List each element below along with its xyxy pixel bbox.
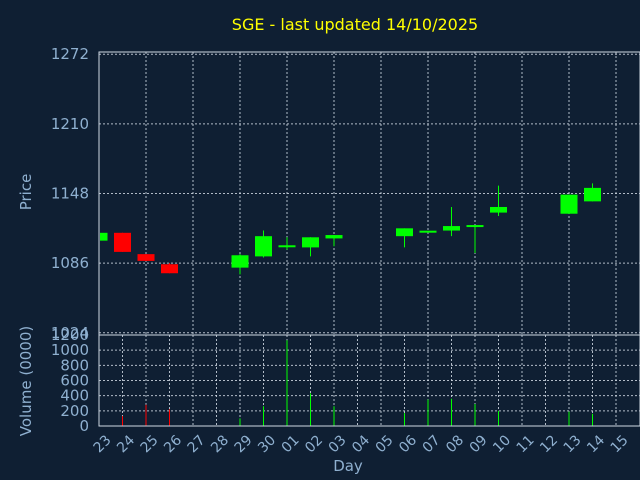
x-tick-label: 27 [185,432,209,456]
candle-body [325,235,343,239]
x-tick-label: 11 [514,432,538,456]
x-tick-label: 23 [91,432,115,456]
candle-body [161,264,178,274]
x-tick-label: 26 [161,432,185,456]
x-tick-label: 28 [208,432,232,456]
candle-body [114,232,131,252]
chart-title: SGE - last updated 14/10/2025 [232,15,478,34]
candle-body [466,225,484,228]
price-tick-label: 1086 [51,254,89,272]
candle-body [560,194,578,214]
price-tick-label: 1272 [51,45,89,63]
x-tick-label: 30 [255,432,279,456]
x-tick-label: 15 [608,432,632,456]
x-tick-label: 25 [138,432,162,456]
x-tick-label: 13 [561,432,585,456]
price-tick-label: 1148 [51,185,89,203]
candle-body [231,255,249,268]
x-tick-label: 29 [232,432,256,456]
candle-body [584,187,601,202]
candle-body [396,228,413,237]
candle-body [302,237,319,248]
x-tick-label: 05 [373,432,397,456]
volume-bars [122,340,593,426]
x-tick-label: 07 [420,432,444,456]
candle-body [100,232,108,241]
price-tick-label: 1024 [51,324,89,342]
volume-tick-label: 200 [60,402,89,420]
candle-body [255,236,272,257]
x-tick-label: 12 [537,432,561,456]
candle-body [443,226,460,231]
candle-body [278,245,296,248]
candle-body [137,254,155,261]
x-tick-label: 01 [279,432,303,456]
x-tick-label: 09 [467,432,491,456]
candle-body [419,230,437,233]
volume-tick-label: 600 [60,372,89,390]
x-tick-label: 03 [326,432,350,456]
volume-panel-frame [98,334,640,427]
volume-gridlines [99,335,640,426]
x-tick-label: 04 [349,432,373,456]
x-tick-label: 02 [302,432,326,456]
candles [98,183,601,275]
price-gridlines [99,52,640,335]
price-tick-label: 1210 [51,115,89,133]
volume-tick-label: 800 [60,356,89,374]
x-tick-label: 06 [396,432,420,456]
candle-body [490,206,507,213]
x-tick-label: 24 [114,432,138,456]
price-axis-label: Price [17,174,35,211]
volume-tick-label: 400 [60,387,89,405]
x-tick-label: 08 [443,432,467,456]
volume-tick-label: 1000 [51,341,89,359]
x-ticks: 23 24 25 26 27 28 29 30 01 02 03 04 05 06 07 08 09 10 11 12… [91,432,632,456]
price-y-ticks: 1024 1086 1148 1210 1272 [51,45,89,342]
x-tick-label: 14 [584,432,608,456]
volume-axis-label: Volume (0000) [17,326,35,436]
volume-tick-label: 0 [79,417,89,435]
x-tick-label: 10 [490,432,514,456]
volume-tick-label: 1200 [51,326,89,344]
x-axis-label: Day [333,457,363,475]
